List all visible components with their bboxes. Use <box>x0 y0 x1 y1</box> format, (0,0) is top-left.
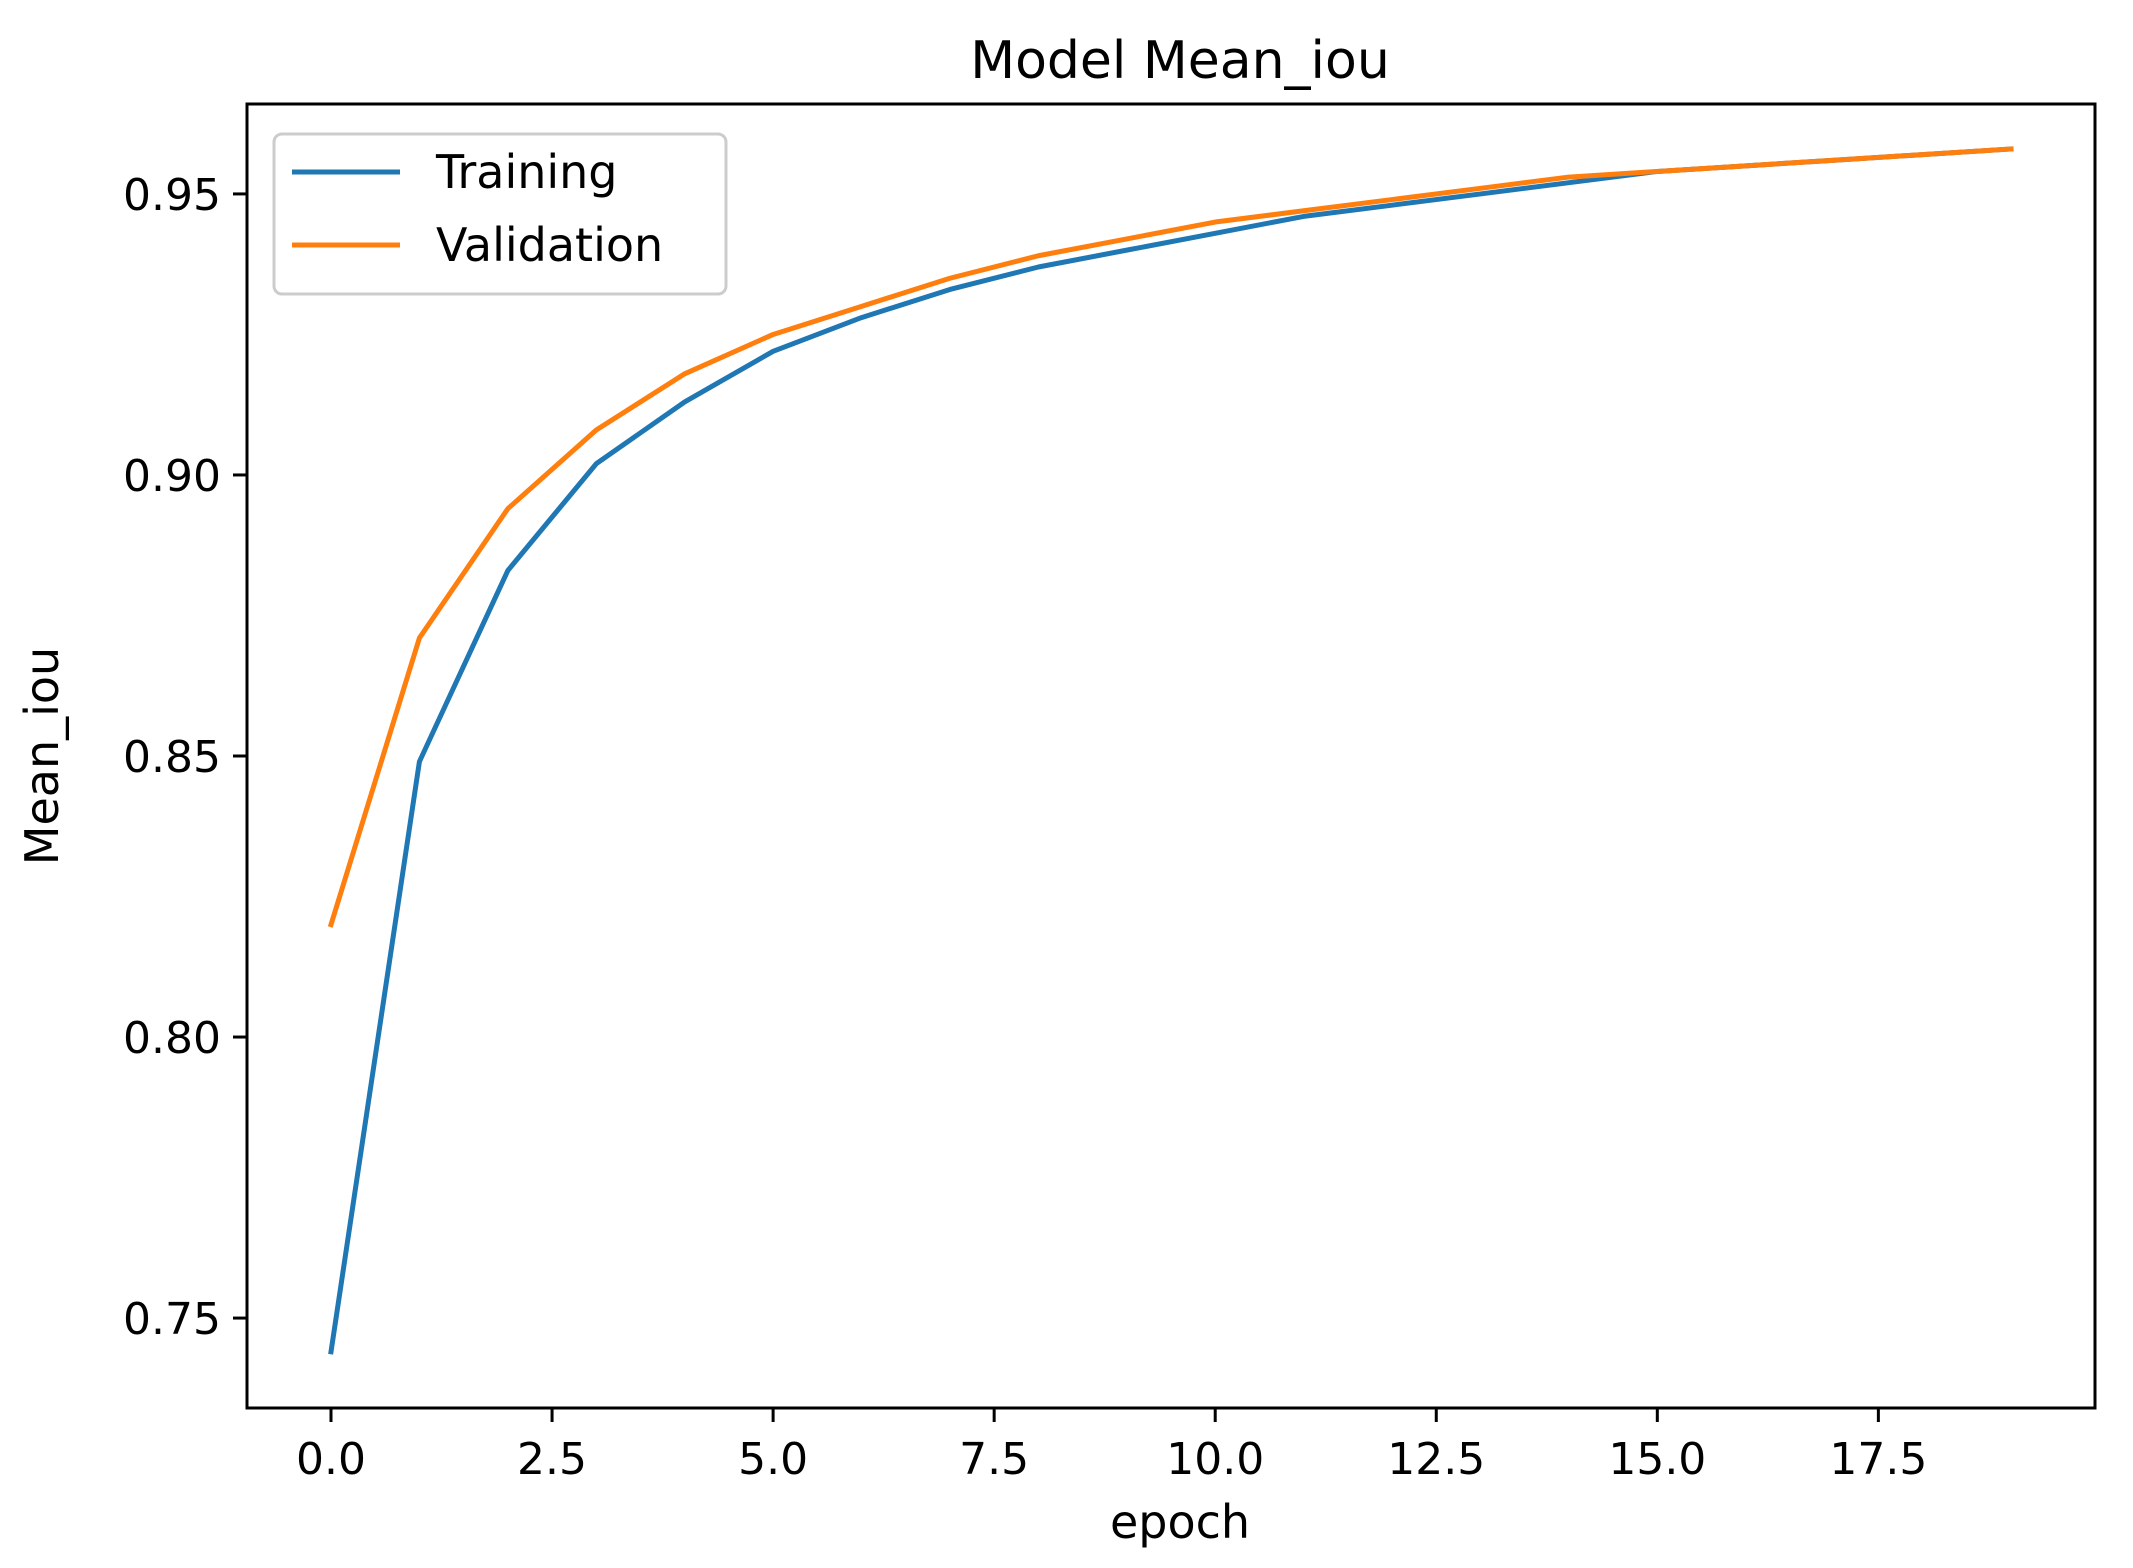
data-point-validation <box>329 923 333 927</box>
data-point-training <box>594 462 598 466</box>
x-tick-label: 7.5 <box>959 1434 1029 1485</box>
legend-label-validation: Validation <box>436 218 663 272</box>
x-tick-label: 15.0 <box>1608 1434 1706 1485</box>
data-point-validation <box>771 332 775 336</box>
series-line-validation <box>327 146 2014 928</box>
data-point-validation <box>417 636 421 640</box>
data-point-validation <box>1567 175 1571 179</box>
data-point-validation <box>506 507 510 511</box>
data-point-training <box>1302 214 1306 218</box>
x-tick-label: 2.5 <box>517 1434 587 1485</box>
data-point-training <box>506 569 510 573</box>
y-axis-ticks: 0.75 0.80 0.85 0.90 0.95 <box>123 170 247 1345</box>
data-point-validation <box>1302 209 1306 213</box>
data-point-training <box>683 400 687 404</box>
y-tick-label: 0.90 <box>123 451 221 502</box>
data-point-training <box>860 316 864 320</box>
data-point-training <box>1390 203 1394 207</box>
data-point-training <box>948 287 952 291</box>
data-point-training <box>1567 181 1571 185</box>
data-point-training <box>1478 192 1482 196</box>
data-point-validation <box>1125 237 1129 241</box>
data-point-training <box>417 760 421 764</box>
y-tick-label: 0.95 <box>123 170 221 221</box>
data-point-validation <box>948 276 952 280</box>
x-axis-ticks: 0.0 2.5 5.0 7.5 10.0 12.5 15.0 17.5 <box>296 1408 1927 1485</box>
data-point-validation <box>594 428 598 432</box>
data-point-validation <box>1655 169 1659 173</box>
chart-title: Model Mean_iou <box>970 31 1390 91</box>
x-tick-label: 0.0 <box>296 1434 366 1485</box>
data-point-validation <box>2009 147 2013 151</box>
y-axis-label: Mean_iou <box>15 647 69 865</box>
data-point-validation <box>683 372 687 376</box>
data-point-training <box>1125 248 1129 252</box>
data-point-validation <box>1478 186 1482 190</box>
y-tick-label: 0.80 <box>123 1013 221 1064</box>
legend-label-training: Training <box>435 145 618 199</box>
data-point-validation <box>1744 164 1748 168</box>
series-group <box>327 146 2014 1355</box>
data-point-validation <box>1036 254 1040 258</box>
data-point-training <box>329 1350 333 1354</box>
data-point-training <box>1036 265 1040 269</box>
data-point-training <box>771 349 775 353</box>
data-point-validation <box>1921 153 1925 157</box>
legend: Training Validation <box>272 132 728 296</box>
data-point-training <box>1213 231 1217 235</box>
data-point-validation <box>1832 158 1836 162</box>
x-tick-label: 12.5 <box>1387 1434 1485 1485</box>
x-tick-label: 17.5 <box>1829 1434 1927 1485</box>
x-axis-label: epoch <box>1110 1495 1250 1549</box>
y-tick-label: 0.75 <box>123 1294 221 1345</box>
data-point-validation <box>1390 198 1394 202</box>
data-point-validation <box>1213 220 1217 224</box>
x-tick-label: 5.0 <box>738 1434 808 1485</box>
y-tick-label: 0.85 <box>123 732 221 783</box>
x-tick-label: 10.0 <box>1166 1434 1264 1485</box>
data-point-validation <box>860 304 864 308</box>
